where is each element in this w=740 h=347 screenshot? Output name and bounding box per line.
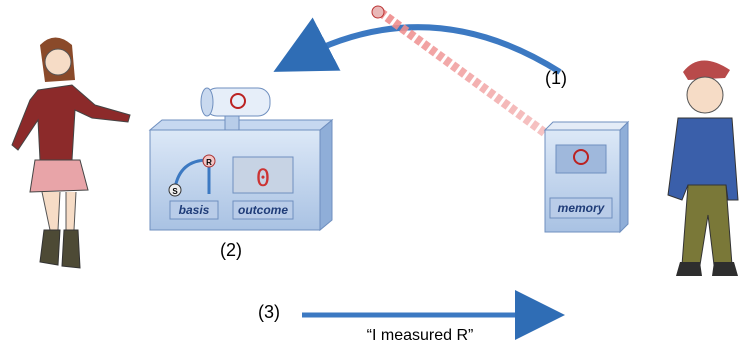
arc-arrow <box>300 27 560 72</box>
outcome-label: outcome <box>238 203 288 217</box>
step-label: (1) <box>545 68 567 88</box>
basis-label: basis <box>179 203 210 217</box>
person-left <box>12 38 130 269</box>
dial-label: R <box>206 158 212 167</box>
diagram: (1) S R 0 basis outcome (2) memory (3) “… <box>0 0 740 347</box>
person-right <box>668 60 738 276</box>
photon <box>372 6 384 18</box>
outcome-display: 0 <box>256 164 270 192</box>
step-label: (3) <box>258 302 280 322</box>
message: “I measured R” <box>367 327 474 344</box>
measuring-device: S R 0 basis outcome <box>150 88 332 230</box>
memory-label: memory <box>558 201 606 215</box>
memory-device: memory <box>545 122 628 232</box>
step-label: (2) <box>220 240 242 260</box>
dial-label: S <box>172 187 178 196</box>
